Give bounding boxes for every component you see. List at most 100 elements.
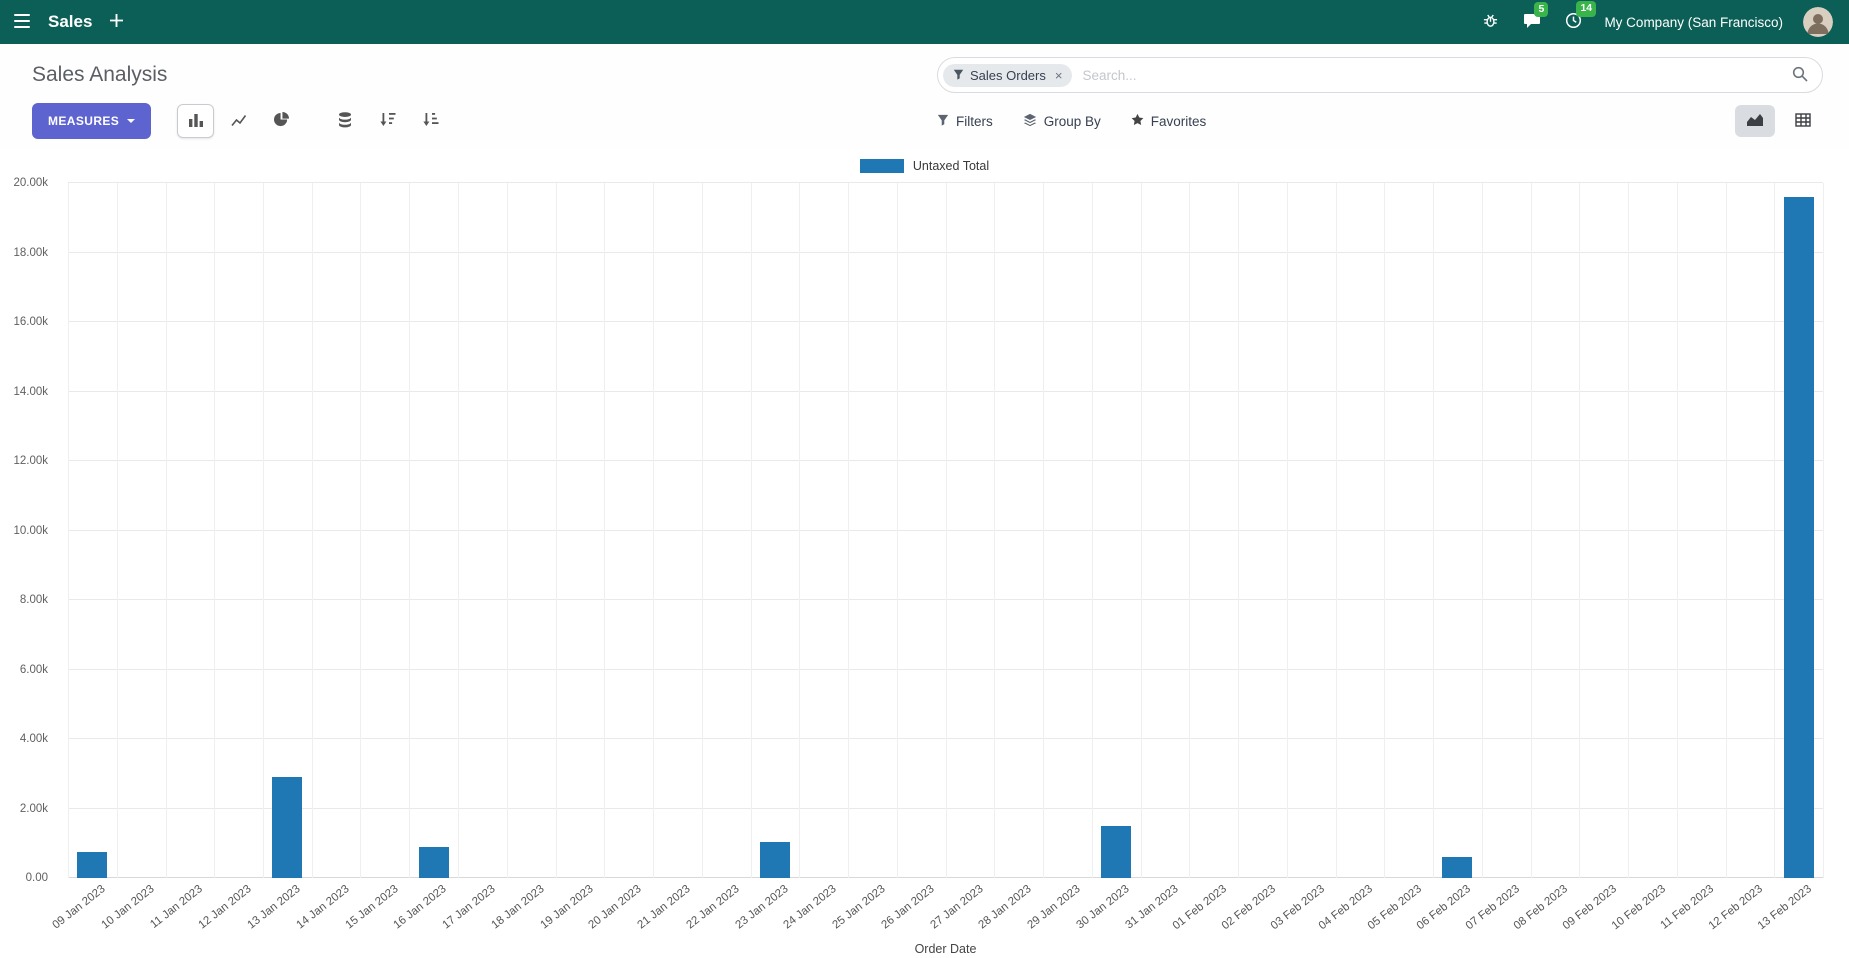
facet-remove-button[interactable]: × (1054, 67, 1063, 83)
v-gridline (555, 183, 557, 878)
v-gridline (506, 183, 508, 878)
bar[interactable] (1783, 196, 1814, 878)
pie-chart-button[interactable] (263, 104, 300, 138)
x-axis-title: Order Date (914, 942, 977, 956)
control-panel-top-row: Sales Analysis Sales Orders × (32, 57, 1823, 93)
new-tab-button[interactable] (106, 10, 127, 34)
bar-chart-button[interactable] (177, 104, 215, 138)
magnifier-icon (1792, 66, 1808, 85)
v-gridline (1774, 183, 1776, 878)
table-grid-icon (1795, 112, 1811, 130)
filters-label: Filters (956, 113, 993, 129)
graph-toolbar: MEASURES (32, 103, 937, 139)
company-switcher[interactable]: My Company (San Francisco) (1604, 14, 1783, 30)
v-gridline (799, 183, 801, 878)
app-name[interactable]: Sales (48, 12, 93, 31)
bug-icon (1482, 12, 1499, 32)
y-tick-label: 20.00k (13, 177, 48, 189)
pivot-view-button[interactable] (1783, 105, 1823, 137)
v-gridline (1579, 183, 1581, 878)
caret-down-icon (127, 119, 136, 123)
debug-mode-button[interactable] (1480, 10, 1501, 34)
v-gridline (994, 183, 996, 878)
measures-button[interactable]: MEASURES (32, 103, 152, 139)
line-chart-icon (231, 113, 247, 130)
v-gridline (604, 183, 606, 878)
plot-area (68, 182, 1824, 878)
graph-view: Untaxed Total 0.00 2.00k 4.00k 6.00k 8.00k 10… (0, 149, 1849, 958)
v-gridline (1530, 183, 1532, 878)
measures-label: MEASURES (48, 114, 120, 128)
bar[interactable] (1101, 825, 1132, 878)
chat-bubble-icon (1523, 13, 1541, 32)
v-gridline (1823, 183, 1824, 878)
v-gridline (1384, 183, 1386, 878)
favorites-button[interactable]: Favorites (1131, 113, 1206, 129)
activities-badge: 14 (1576, 1, 1597, 17)
y-tick-label: 8.00k (19, 594, 48, 606)
search-input[interactable] (1072, 67, 1790, 83)
v-gridline (1043, 183, 1044, 878)
group-by-label: Group By (1043, 113, 1101, 129)
v-gridline (116, 183, 118, 878)
bar-chart-icon (188, 113, 204, 130)
v-gridline (1676, 183, 1678, 878)
funnel-icon (953, 68, 964, 83)
control-panel-bottom-row: MEASURES (32, 103, 1823, 139)
v-gridline (1140, 183, 1142, 878)
search-facet[interactable]: Sales Orders × (943, 63, 1073, 87)
v-gridline (409, 183, 411, 878)
v-gridline (1433, 183, 1434, 878)
v-gridline (1628, 183, 1629, 878)
user-avatar[interactable] (1803, 7, 1833, 37)
y-tick-label: 2.00k (19, 802, 48, 815)
chart-canvas: 0.00 2.00k 4.00k 6.00k 8.00k 10.00k 12.00k 14.0… (0, 177, 1824, 958)
v-gridline (1335, 183, 1337, 878)
x-axis-labels: 09 Jan 2023 10 Jan 2023 11 Jan 2023 12 Jan … (50, 883, 1815, 933)
filters-button[interactable]: Filters (937, 114, 993, 129)
v-gridline (652, 183, 654, 878)
v-gridline (311, 183, 313, 878)
y-axis-labels: 0.00 2.00k 4.00k 6.00k 8.00k 10.00k 12.00k 14.0… (0, 177, 60, 884)
search-button[interactable] (1790, 64, 1810, 87)
bar[interactable] (1442, 857, 1473, 878)
view-switcher (1735, 105, 1823, 137)
navbar-systray: 5 14 My Company (San Francisco) (1480, 1, 1833, 37)
y-tick-label: 6.00k (19, 663, 48, 676)
star-icon (1131, 113, 1144, 129)
chart-legend[interactable]: Untaxed Total (0, 149, 1849, 183)
top-navbar: Sales 5 1 (0, 0, 1849, 44)
search-tools: Filters Group By Favorites (937, 105, 1823, 137)
v-gridline (458, 183, 459, 878)
y-tick-label: 4.00k (19, 733, 48, 745)
v-gridline (1286, 183, 1288, 878)
v-gridline (1481, 183, 1483, 878)
bar[interactable] (759, 841, 790, 878)
v-gridline (214, 183, 216, 878)
graph-view-button[interactable] (1735, 105, 1775, 137)
filters-funnel-icon (937, 114, 949, 129)
bar[interactable] (77, 851, 108, 878)
v-gridline (165, 183, 167, 878)
sort-desc-button[interactable] (369, 104, 406, 138)
v-gridline (701, 183, 703, 878)
y-tick-label: 18.00k (13, 246, 48, 259)
hamburger-icon (14, 13, 30, 31)
line-chart-button[interactable] (220, 104, 257, 138)
activities-button[interactable]: 14 (1563, 1, 1597, 34)
pie-chart-icon (274, 112, 290, 130)
group-by-button[interactable]: Group By (1023, 113, 1101, 130)
bar[interactable] (272, 777, 303, 878)
messages-button[interactable]: 5 (1521, 1, 1549, 34)
sort-asc-button[interactable] (412, 104, 449, 138)
apps-menu-button[interactable] (10, 10, 34, 35)
plus-icon (110, 14, 124, 30)
search-bar[interactable]: Sales Orders × (937, 57, 1823, 93)
bar[interactable] (418, 846, 449, 878)
h-gridline (68, 182, 1823, 183)
v-gridline (1091, 183, 1093, 878)
search-dropdowns: Filters Group By Favorites (937, 113, 1206, 130)
y-tick-label: 14.00k (13, 385, 48, 398)
y-tick-label: 16.00k (13, 316, 48, 328)
stacked-toggle-button[interactable] (326, 104, 363, 138)
